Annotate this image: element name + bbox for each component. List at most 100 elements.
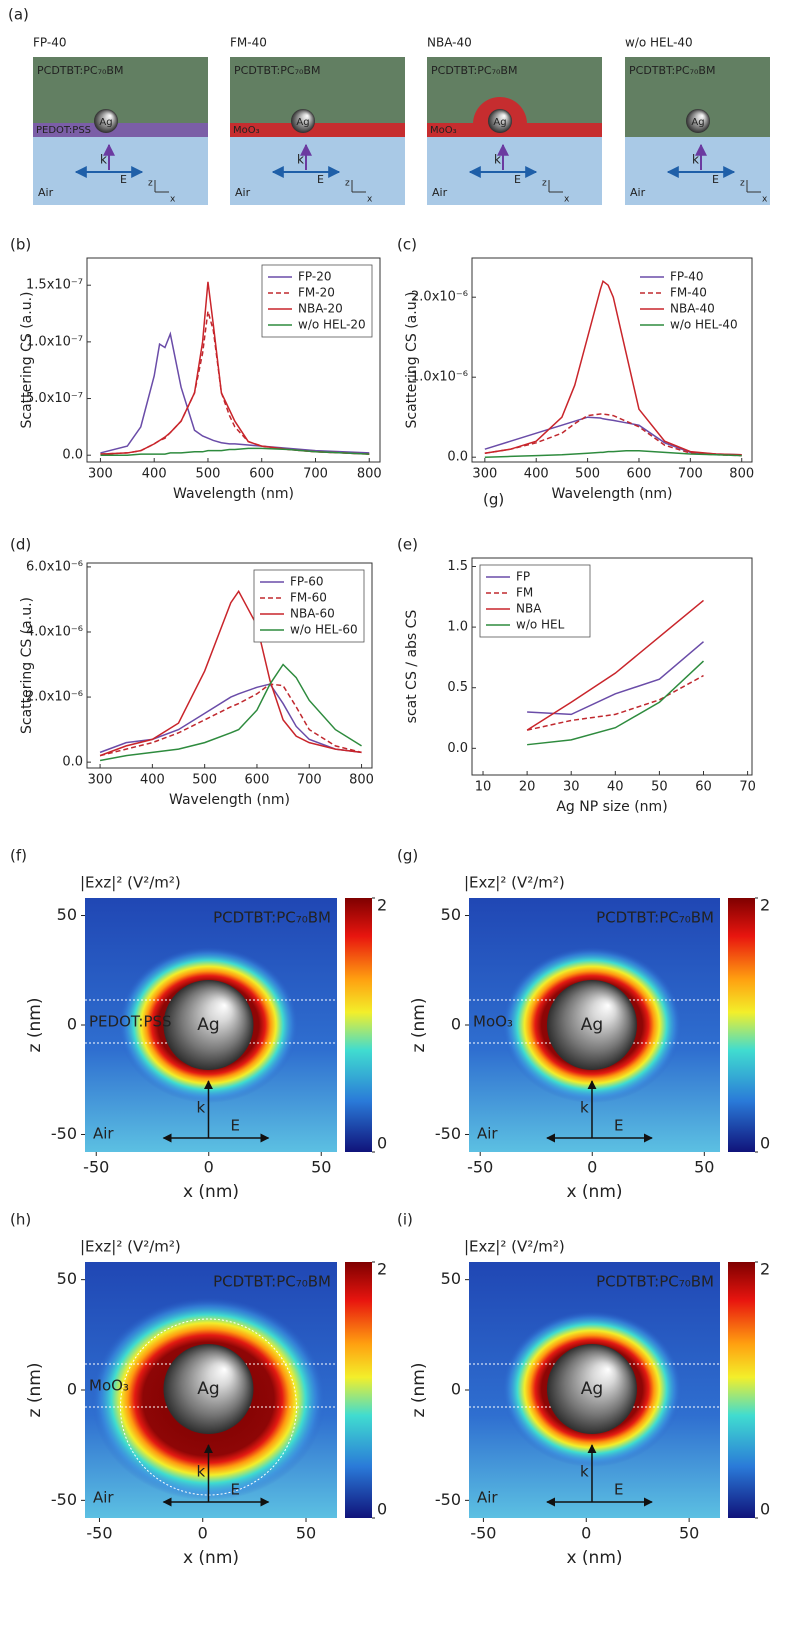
colorbar-tick-label: 0 (760, 1500, 770, 1519)
y-tick-label: 0.0 (447, 741, 468, 756)
k-label: k (692, 153, 699, 167)
y-tick-label: 0 (67, 1015, 77, 1034)
interlayer (230, 123, 405, 137)
legend-label: FP (516, 570, 530, 584)
plot-frame (86, 562, 373, 769)
particle-label: Ag (197, 1015, 219, 1035)
k-label: k (494, 153, 501, 167)
x-axis-label: x (nm) (183, 1182, 239, 1202)
colorbar-tick-label: 2 (760, 1260, 770, 1279)
k-label: k (196, 1463, 205, 1481)
x-tick-label: 700 (303, 467, 328, 482)
x-tick-label: -50 (467, 1158, 493, 1177)
x-axis-label: Ag NP size (nm) (556, 799, 667, 815)
x-tick-label: 70 (739, 780, 756, 795)
series-line (100, 447, 370, 456)
substrate-label: Air (432, 186, 448, 199)
field-map (469, 1262, 720, 1518)
particle-label: Ag (197, 1379, 219, 1399)
colorbar (728, 1262, 755, 1518)
x-tick-label: 500 (196, 467, 221, 482)
colorbar-tick-label: 2 (377, 1260, 387, 1279)
y-tick-label: 1.0x10⁻⁷ (26, 334, 83, 349)
substrate-label: Air (93, 1489, 114, 1507)
e-label: E (712, 173, 719, 186)
legend-label: FM (516, 586, 533, 600)
x-tick-label: 0 (587, 1158, 597, 1177)
interlayer-label: MoO₃ (430, 125, 457, 136)
x-axis-label: Wavelength (nm) (173, 486, 294, 502)
top-layer-label: PCDTBT:PC₇₀BM (213, 909, 331, 927)
x-tick-label: 300 (88, 773, 113, 788)
diagram-title: FM-40 (230, 36, 267, 50)
x-tick-label: 50 (694, 1158, 714, 1177)
series-line (526, 674, 704, 731)
x-tick-label: 400 (142, 467, 167, 482)
y-tick-label: 50 (57, 1269, 77, 1288)
colorbar (345, 898, 372, 1152)
x-tick-label: 0 (204, 1158, 214, 1177)
panel-label: (a) (8, 6, 29, 24)
k-label: k (100, 153, 107, 167)
series-line (527, 641, 704, 716)
top-layer-label: PCDTBT:PC₇₀BM (234, 64, 320, 77)
colorbar-title: |Exz|² (V²/m²) (80, 1238, 181, 1256)
diagram-title: NBA-40 (427, 36, 472, 50)
panel-label: (c) (397, 236, 417, 254)
x-tick-label: 400 (140, 773, 165, 788)
e-label: E (317, 173, 324, 186)
series-line (526, 599, 704, 731)
y-tick-label: 1.0x10⁻⁶ (411, 370, 468, 385)
substrate-label: Air (477, 1489, 498, 1507)
interlayer-label: PEDOT:PSS (36, 125, 91, 136)
k-label: k (297, 153, 304, 167)
substrate-label: Air (93, 1125, 114, 1143)
series-line (484, 279, 742, 456)
series-line (99, 589, 362, 757)
y-tick-label: 4.0x10⁻⁶ (26, 624, 83, 639)
panel-label: (f) (10, 847, 27, 865)
y-tick-label: -50 (435, 1490, 461, 1509)
x-tick-label: 700 (297, 773, 322, 788)
colorbar-tick-label: 0 (760, 1134, 770, 1153)
y-axis-label: Scattering CS (a.u.) (19, 292, 35, 429)
top-layer-label: PCDTBT:PC₇₀BM (213, 1273, 331, 1291)
x-tick-label: 600 (627, 467, 652, 482)
field-map (469, 898, 720, 1152)
y-axis-label: z (nm) (409, 998, 429, 1053)
particle-label: Ag (99, 117, 112, 128)
series-line (99, 683, 362, 757)
interlayer (33, 123, 208, 137)
colorbar-tick-label: 2 (377, 896, 387, 915)
x-tick-label: 50 (651, 780, 668, 795)
interlayer-label: MoO₃ (89, 1377, 129, 1395)
plot-frame (471, 257, 753, 463)
axis-x-label: x (564, 195, 570, 205)
axis-z-label: z (542, 179, 547, 189)
y-axis-label: scat CS / abs CS (404, 610, 420, 724)
legend-label: w/o HEL-20 (298, 318, 366, 332)
series-line (99, 663, 362, 762)
legend-label: NBA-60 (290, 607, 335, 621)
interlayer-label: MoO₃ (473, 1013, 513, 1031)
k-label: k (196, 1099, 205, 1117)
y-axis-label: Scattering CS (a.u.) (404, 292, 420, 429)
e-label: E (614, 1117, 623, 1135)
particle (488, 109, 512, 133)
particle (291, 109, 315, 133)
y-axis-label: z (nm) (25, 998, 45, 1053)
y-tick-label: 0 (451, 1380, 461, 1399)
top-layer-label: PCDTBT:PC₇₀BM (629, 64, 715, 77)
colorbar-title: |Exz|² (V²/m²) (80, 874, 181, 892)
y-tick-label: 50 (441, 1269, 461, 1288)
x-tick-label: 600 (245, 773, 270, 788)
y-tick-label: 0.5 (447, 680, 468, 695)
y-tick-label: 1.5 (447, 559, 468, 574)
x-tick-label: 50 (679, 1524, 699, 1543)
top-layer-label: PCDTBT:PC₇₀BM (37, 64, 123, 77)
x-tick-label: 700 (678, 467, 703, 482)
x-axis-label: x (nm) (566, 1182, 622, 1202)
axis-z-label: z (740, 179, 745, 189)
x-tick-label: 40 (607, 780, 624, 795)
